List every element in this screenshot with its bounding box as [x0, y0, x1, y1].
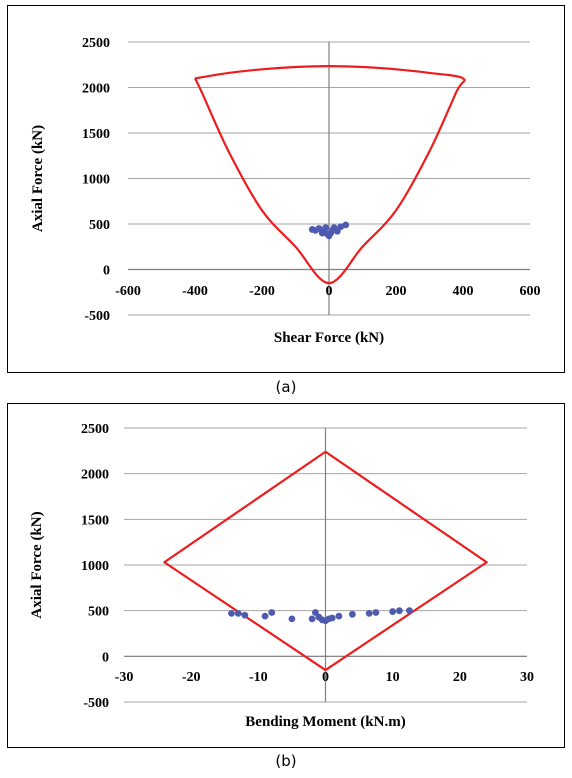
x-tick-label: 600 [520, 284, 541, 299]
data-point [348, 610, 356, 618]
caption-a: (a) [275, 378, 297, 396]
data-point [406, 607, 413, 615]
y-axis-title: Axial Force (kN) [30, 125, 46, 232]
y-tick-label: -500 [84, 309, 110, 324]
y-tick-label: 1500 [82, 127, 110, 142]
y-tick-label: 1000 [81, 559, 109, 574]
x-tick-label: -600 [115, 284, 141, 299]
interaction-envelope [163, 450, 488, 672]
data-point [322, 224, 330, 232]
x-axis-title: Bending Moment (kN.m) [245, 714, 405, 730]
y-tick-label: 2000 [82, 82, 110, 97]
data-point [234, 610, 242, 617]
data-point [372, 609, 380, 616]
x-tick-label: -20 [182, 670, 201, 685]
data-point [328, 614, 336, 622]
x-tick-label: -30 [115, 670, 134, 685]
data-point [308, 615, 316, 623]
x-tick-label: 400 [453, 284, 474, 299]
data-point [335, 612, 343, 620]
y-axis-title: Axial Force (kN) [29, 511, 45, 618]
data-point [228, 610, 235, 617]
x-tick-label: -10 [249, 670, 268, 685]
data-point [342, 221, 350, 229]
y-tick-label: -500 [83, 696, 109, 711]
y-tick-label: 2000 [81, 468, 109, 483]
y-tick-label: 500 [88, 605, 109, 620]
chart-panel-a: -500 0 500 1000 1500 2000 2500 -600 -400 -200 0 200… [7, 5, 565, 373]
data-point [241, 611, 249, 619]
x-tick-label: 200 [386, 284, 407, 299]
chart-panel-b: -500 0 500 1000 1500 2000 2500 -30 -20 -10 0 10 20 30… [7, 403, 565, 748]
y-tick-label: 2500 [81, 422, 109, 437]
data-point [268, 609, 276, 616]
y-tick-label: 1500 [81, 513, 109, 528]
y-tick-label: 500 [89, 218, 110, 233]
x-tick-label: -200 [249, 284, 275, 299]
x-tick-label: 30 [520, 670, 534, 685]
x-tick-label: 20 [453, 670, 467, 685]
y-tick-label: 2500 [82, 36, 110, 51]
data-point [395, 607, 403, 615]
y-tick-label: 0 [102, 650, 109, 665]
data-point [261, 612, 269, 620]
interaction-envelope [194, 65, 466, 285]
data-point [365, 610, 373, 617]
x-axis-title: Shear Force (kN) [274, 330, 384, 346]
shear-axial-chart: -500 0 500 1000 1500 2000 2500 -600 -400 -200 0 200… [30, 36, 541, 346]
data-point [389, 608, 397, 615]
data-point [288, 615, 296, 623]
moment-axial-chart: -500 0 500 1000 1500 2000 2500 -30 -20 -10 0 10 20 30… [29, 422, 534, 730]
y-tick-label: 1000 [82, 173, 110, 188]
y-tick-label: 0 [103, 264, 110, 279]
x-tick-label: 0 [326, 284, 333, 299]
x-tick-label: -400 [182, 284, 208, 299]
caption-b: (b) [275, 752, 297, 770]
x-tick-label: 0 [322, 670, 329, 685]
x-tick-label: 10 [386, 670, 400, 685]
